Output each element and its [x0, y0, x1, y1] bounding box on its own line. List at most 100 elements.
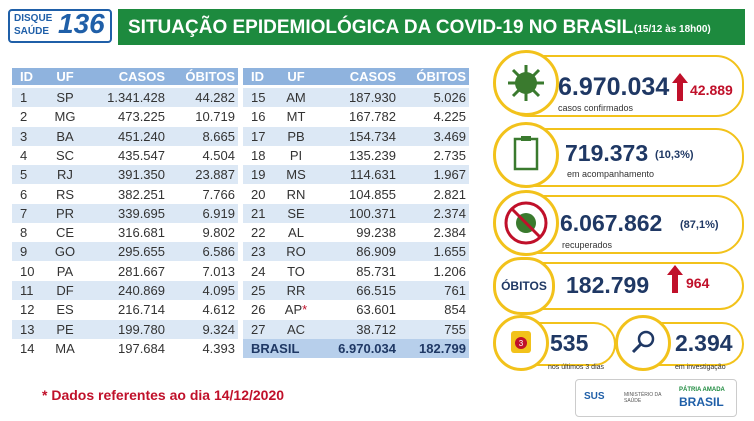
investigation-value: 2.394 [675, 330, 733, 356]
table-cell: 1.967 [433, 167, 466, 183]
footnote: * Dados referentes ao dia 14/12/2020 [42, 387, 285, 403]
table-header: ID UF CASOS ÓBITOS [243, 68, 469, 85]
table-cell: 23.887 [195, 167, 235, 183]
recovered-percent: (87,1%) [680, 219, 719, 231]
table-cell: 22 [251, 225, 266, 241]
table-cell: 10.719 [195, 109, 235, 125]
icon-recovered [493, 190, 559, 256]
table-cell: 85.731 [356, 263, 396, 279]
table-row: 25 RR 66.515 761 [243, 281, 469, 300]
table-cell: 8 [20, 225, 28, 241]
table-cell: 1.206 [433, 263, 466, 279]
table-cell: 104.855 [349, 186, 396, 202]
table-cell: 2.821 [433, 186, 466, 202]
deaths-badge: ÓBITOS [493, 257, 555, 315]
table-cell: 7.013 [202, 263, 235, 279]
table-cell: RO [286, 244, 306, 260]
table-cell: 114.631 [349, 167, 396, 183]
table-row: 8 CE 316.681 9.802 [12, 223, 238, 242]
table-row: 10 PA 281.667 7.013 [12, 262, 238, 281]
table-cell: 135.239 [349, 147, 396, 163]
table-cell: AL [288, 225, 304, 241]
table-cell: 20 [251, 186, 266, 202]
table-cell: 216.714 [118, 302, 165, 318]
table-cell: DF [56, 283, 74, 298]
table-cell: 3.469 [433, 128, 466, 144]
table-row: 16 MT 167.782 4.225 [243, 107, 469, 126]
table-cell: RR [286, 283, 306, 298]
total-cell: 182.799 [419, 340, 466, 356]
table-cell: 7.766 [202, 186, 235, 202]
table-cell: 63.601 [356, 302, 396, 318]
table-cell: PE [56, 321, 74, 337]
table-cell: 17 [251, 128, 266, 144]
investigation-label: em investigação [675, 364, 726, 371]
table-row: 2 MG 473.225 10.719 [12, 107, 238, 126]
table-cell: 10 [20, 263, 35, 279]
table-cell: 19 [251, 167, 266, 183]
deaths-value: 182.799 [566, 272, 650, 298]
table-row: 19 MS 114.631 1.967 [243, 165, 469, 185]
header-cell: CASOS [118, 69, 165, 84]
table-cell: PI [289, 147, 303, 163]
table-row: 17 PB 154.734 3.469 [243, 126, 469, 146]
table-cell: SC [55, 147, 75, 163]
table-row: 22 AL 99.238 2.384 [243, 223, 469, 242]
table-cell: 1.341.428 [107, 90, 165, 105]
table-cell: 4.225 [433, 109, 466, 125]
table-cell: 66.515 [356, 283, 396, 298]
calendar-day: 3 [519, 339, 524, 348]
table-cell: 99.238 [356, 225, 396, 241]
total-label: BRASIL [251, 340, 300, 356]
table-cell: AC [286, 321, 306, 337]
table-cell: 4.612 [202, 302, 235, 318]
table-cell: 4.095 [202, 283, 235, 298]
table-cell: 13 [20, 321, 35, 337]
title-banner: SITUAÇÃO EPIDEMIOLÓGICA DA COVID-19 NO B… [118, 9, 745, 45]
table-cell: 3 [20, 128, 28, 144]
confirmed-value: 6.970.034 [558, 73, 670, 101]
table-row: 15 AM 187.930 5.026 [243, 88, 469, 107]
table-cell: 6.586 [202, 244, 235, 260]
table-row: 24 TO 85.731 1.206 [243, 262, 469, 281]
table-cell: 15 [251, 90, 266, 105]
sus-logo: SUS [584, 391, 605, 402]
table-row: 13 PE 199.780 9.324 [12, 319, 238, 339]
table-row: 20 RN 104.855 2.821 [243, 185, 469, 204]
table-row: 1 SP 1.341.428 44.282 [12, 88, 238, 107]
table-cell: RN [286, 186, 306, 202]
deaths-change: 964 [686, 275, 710, 291]
table-cell: 2 [20, 109, 28, 125]
logo-line: SAÚDE [14, 26, 50, 37]
table-cell: 18 [251, 147, 266, 163]
table-cell: MT [286, 109, 306, 125]
header-cell: ID [20, 69, 33, 84]
table-cell: 199.780 [118, 321, 165, 337]
table-cell: 86.909 [356, 244, 396, 260]
table-cell: 1 [20, 90, 28, 105]
table-cell: 4.504 [202, 147, 235, 163]
table-cell: PA [56, 263, 74, 279]
confirmed-label: casos confirmados [558, 103, 634, 113]
recent-value: 535 [550, 330, 589, 356]
table-cell: 38.712 [356, 321, 396, 337]
table-cell: GO [54, 244, 76, 260]
table-cell: SE [287, 205, 305, 221]
confirmed-change: 42.889 [690, 82, 733, 98]
table-cell: ES [56, 302, 74, 318]
footnote-mark: * [302, 302, 308, 318]
table-cell: 2.384 [433, 225, 466, 241]
table-cell: 391.350 [118, 167, 165, 183]
icon-virus [493, 50, 559, 116]
table-cell: 12 [20, 302, 35, 318]
table-cell: 281.667 [118, 263, 165, 279]
table-cell: 27 [251, 321, 266, 337]
deaths-title: ÓBITOS [501, 279, 547, 293]
logos: SUS MINISTÉRIO DA SAÚDE PÁTRIA AMADA BRA… [575, 379, 737, 417]
monitoring-percent: (10,3%) [655, 149, 694, 161]
ministry-logo: MINISTÉRIO DA SAÚDE [624, 392, 662, 404]
table-row: 26 AP* 63.601 854 [243, 300, 469, 319]
table-cell: MS [286, 167, 306, 183]
table-cell: 100.371 [349, 205, 396, 221]
